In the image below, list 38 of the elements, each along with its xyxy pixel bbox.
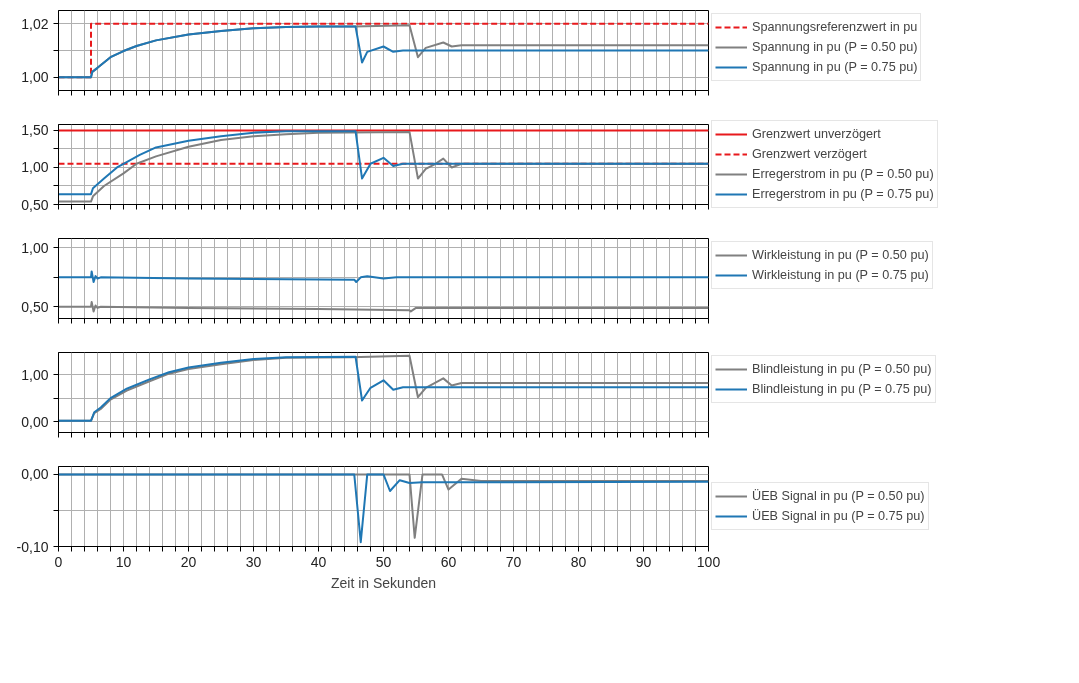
legend-label: Erregerstrom in pu (P = 0.75 pu) [752,187,934,201]
x-tick-label: 0 [54,553,63,570]
y-tick-label: 1,00 [21,159,49,176]
legend-label: Erregerstrom in pu (P = 0.50 pu) [752,167,934,181]
legend-label: Spannungsreferenzwert in pu [752,20,918,34]
x-tick-label: 80 [570,553,587,570]
line-series [58,270,709,284]
y-tick-label: 1,00 [21,366,49,383]
y-tick-label: 0,00 [21,466,49,483]
legend-label: Grenzwert verzögert [752,147,867,161]
legend-label: Grenzwert unverzögert [752,127,881,141]
y-tick-label: 1,00 [21,69,49,86]
legend-label: Spannung in pu (P = 0.50 pu) [752,40,918,54]
x-tick-label: 20 [180,553,197,570]
y-tick-label: 1,02 [21,15,49,32]
x-tick-label: 70 [505,553,522,570]
line-series [58,301,709,313]
x-tick-label: 90 [635,553,652,570]
legend-label: Blindleistung in pu (P = 0.75 pu) [752,382,932,396]
y-tick-label: 1,50 [21,122,49,139]
x-tick-label: 50 [375,553,392,570]
y-tick-label: 1,00 [21,239,49,256]
legend-label: Spannung in pu (P = 0.75 pu) [752,60,918,74]
x-tick-label: 60 [440,553,457,570]
legend-label: ÜEB Signal in pu (P = 0.75 pu) [752,509,925,523]
legend-label: Blindleistung in pu (P = 0.50 pu) [752,362,932,376]
y-tick-label: 0,00 [21,413,49,430]
x-axis-title: Zeit in Sekunden [330,574,437,591]
y-tick-label: 0,50 [21,196,49,213]
x-tick-label: 10 [115,553,132,570]
legend-label: Wirkleistung in pu (P = 0.50 pu) [752,248,929,262]
x-tick-label: 30 [245,553,262,570]
x-tick-label: 100 [696,553,721,570]
y-tick-label: -0,10 [16,538,49,555]
y-tick-label: 0,50 [21,298,49,315]
legend-label: Wirkleistung in pu (P = 0.75 pu) [752,268,929,282]
x-tick-label: 40 [310,553,327,570]
legend-label: ÜEB Signal in pu (P = 0.50 pu) [752,489,925,503]
